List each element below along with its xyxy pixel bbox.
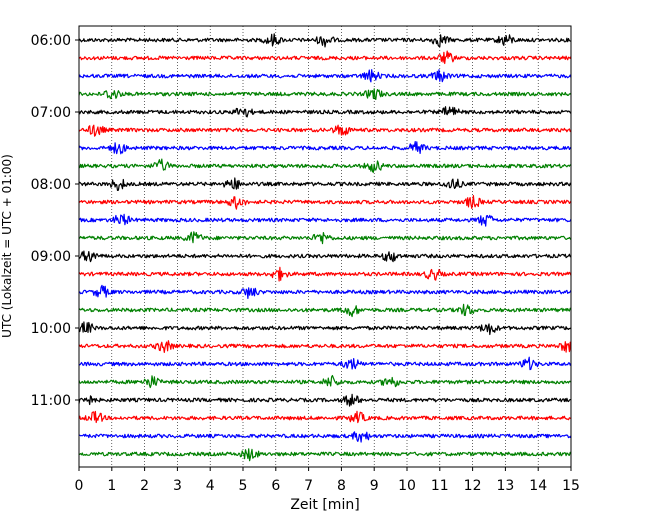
y-axis-ticks: 06:00 07:00 08:00 09:00 10:00 11:00 [31,33,79,409]
x-tick-label: 3 [173,478,182,494]
y-tick-label: 08:00 [31,177,71,193]
trace-row-0900 [78,250,572,263]
x-tick-label: 7 [304,478,313,494]
trace-row-0600 [78,33,572,48]
trace-row-1100 [78,393,571,407]
y-tick-label: 07:00 [31,105,71,121]
trace-row-0745 [78,158,572,173]
x-tick-label: 0 [75,478,84,494]
trace-row-1145 [78,448,572,462]
trace-row-0715 [78,124,572,137]
y-tick-label: 09:00 [31,249,71,265]
trace-row-1130 [78,431,572,443]
x-tick-label: 10 [398,478,416,494]
trace-row-0815 [78,195,572,210]
trace-row-1045 [78,374,572,389]
x-tick-label: 11 [431,478,449,494]
x-tick-label: 8 [337,478,346,494]
y-tick-label: 06:00 [31,33,71,49]
trace-row-0915 [78,266,572,282]
x-tick-label: 15 [562,478,580,494]
x-tick-label: 14 [529,478,547,494]
trace-row-0630 [78,69,572,83]
trace-row-0800 [78,177,572,191]
y-axis-label: UTC (Lokalzeit = UTC + 01:00) [0,154,14,338]
x-tick-label: 13 [496,478,514,494]
x-tick-label: 9 [370,478,379,494]
trace-row-0945 [78,303,572,318]
x-tick-label: 1 [107,478,116,494]
trace-row-0700 [78,106,572,118]
y-tick-label: 11:00 [31,393,71,409]
trace-row-1015 [78,340,572,353]
x-axis-ticks: 0 1 2 3 4 5 6 7 8 9 10 11 12 13 14 15 [75,467,580,494]
plot-background [79,26,571,467]
x-tick-label: 5 [239,478,248,494]
x-tick-label: 4 [206,478,215,494]
y-tick-label: 10:00 [31,321,71,337]
x-axis-label: Zeit [min] [290,497,359,513]
trace-row-1115 [78,410,572,424]
trace-row-0930 [78,284,572,299]
trace-row-1000 [79,321,572,336]
x-tick-label: 2 [140,478,149,494]
trace-row-0730 [78,141,572,155]
x-tick-label: 12 [464,478,482,494]
trace-row-0645 [78,88,572,100]
trace-row-0615 [78,50,572,65]
plot-frame [78,25,572,468]
trace-row-0830 [78,213,572,227]
seismic-traces [78,33,572,462]
x-tick-label: 6 [271,478,280,494]
trace-row-0845 [78,231,572,245]
trace-row-1030 [78,356,572,371]
